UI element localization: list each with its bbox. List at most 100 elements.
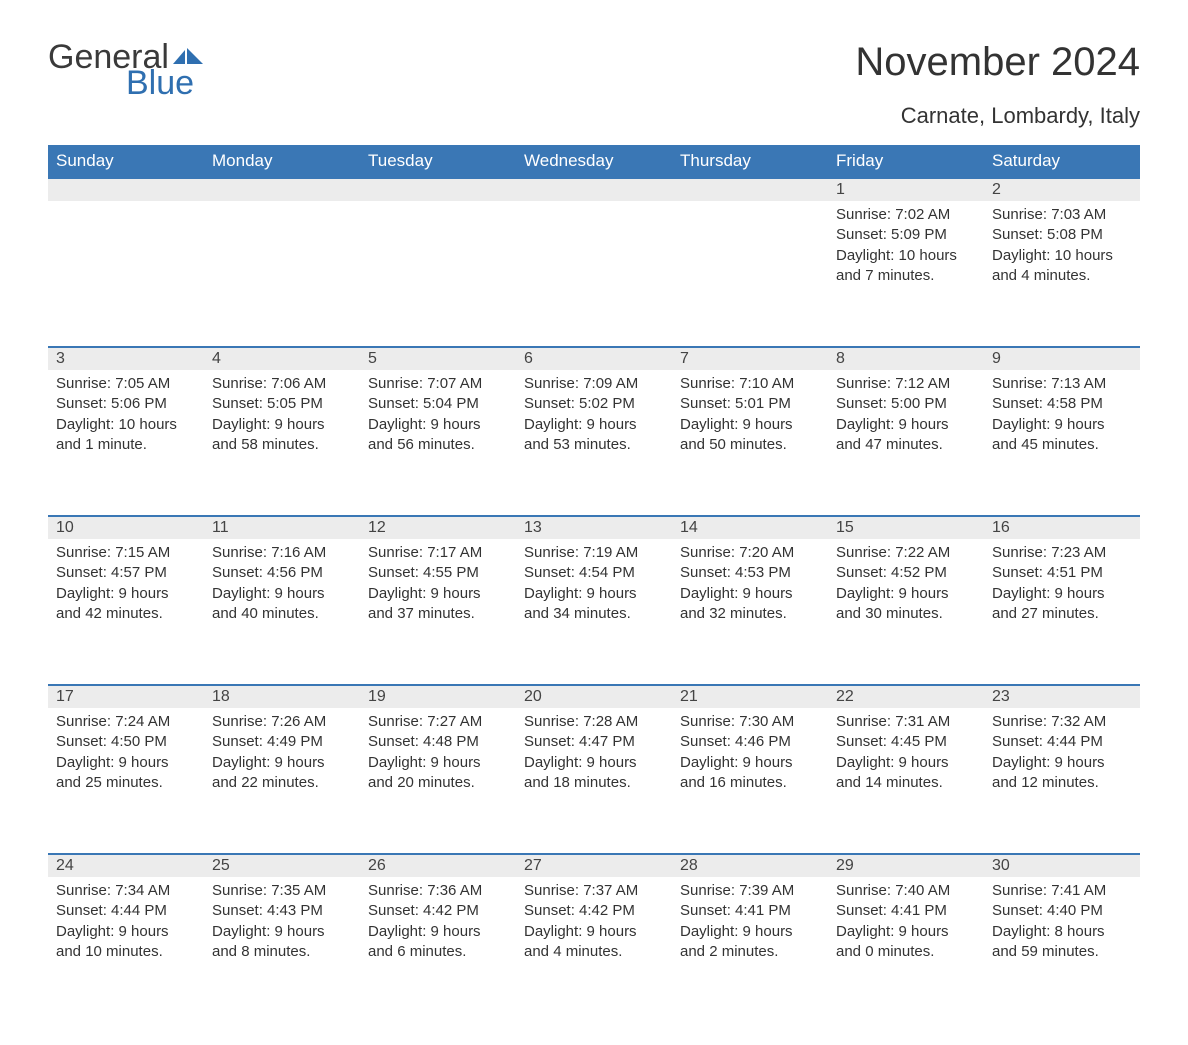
- day-content-row: Sunrise: 7:05 AMSunset: 5:06 PMDaylight:…: [48, 370, 1140, 498]
- day-cell: [672, 201, 828, 329]
- day-cell: Sunrise: 7:15 AMSunset: 4:57 PMDaylight:…: [48, 539, 204, 667]
- day-number-cell: 12: [360, 516, 516, 539]
- day-cell: Sunrise: 7:27 AMSunset: 4:48 PMDaylight:…: [360, 708, 516, 836]
- weekday-header: Tuesday: [360, 145, 516, 178]
- day-number-cell: [672, 178, 828, 201]
- day-number-cell: 18: [204, 685, 360, 708]
- day-number-cell: 11: [204, 516, 360, 539]
- day-number-cell: 24: [48, 854, 204, 877]
- day-cell: Sunrise: 7:13 AMSunset: 4:58 PMDaylight:…: [984, 370, 1140, 498]
- week-spacer: [48, 667, 1140, 685]
- day-number-cell: [516, 178, 672, 201]
- day-number-cell: 21: [672, 685, 828, 708]
- day-content-row: Sunrise: 7:02 AMSunset: 5:09 PMDaylight:…: [48, 201, 1140, 329]
- day-cell: Sunrise: 7:34 AMSunset: 4:44 PMDaylight:…: [48, 877, 204, 1005]
- day-number-cell: 6: [516, 347, 672, 370]
- month-title: November 2024: [855, 40, 1140, 85]
- day-content: Sunrise: 7:22 AMSunset: 4:52 PMDaylight:…: [828, 539, 984, 638]
- day-number-cell: 29: [828, 854, 984, 877]
- day-cell: Sunrise: 7:03 AMSunset: 5:08 PMDaylight:…: [984, 201, 1140, 329]
- logo: General Blue: [48, 40, 203, 100]
- day-content: Sunrise: 7:30 AMSunset: 4:46 PMDaylight:…: [672, 708, 828, 807]
- day-content: Sunrise: 7:28 AMSunset: 4:47 PMDaylight:…: [516, 708, 672, 807]
- day-number-cell: 15: [828, 516, 984, 539]
- day-cell: Sunrise: 7:06 AMSunset: 5:05 PMDaylight:…: [204, 370, 360, 498]
- day-number-cell: 16: [984, 516, 1140, 539]
- day-cell: [516, 201, 672, 329]
- day-number-row: 3456789: [48, 347, 1140, 370]
- weekday-header: Thursday: [672, 145, 828, 178]
- day-content: Sunrise: 7:41 AMSunset: 4:40 PMDaylight:…: [984, 877, 1140, 976]
- weekday-header: Wednesday: [516, 145, 672, 178]
- weekday-header: Friday: [828, 145, 984, 178]
- day-content: Sunrise: 7:35 AMSunset: 4:43 PMDaylight:…: [204, 877, 360, 976]
- day-number-cell: 9: [984, 347, 1140, 370]
- day-content: Sunrise: 7:34 AMSunset: 4:44 PMDaylight:…: [48, 877, 204, 976]
- day-cell: Sunrise: 7:23 AMSunset: 4:51 PMDaylight:…: [984, 539, 1140, 667]
- day-content: Sunrise: 7:23 AMSunset: 4:51 PMDaylight:…: [984, 539, 1140, 638]
- day-cell: Sunrise: 7:37 AMSunset: 4:42 PMDaylight:…: [516, 877, 672, 1005]
- day-content: Sunrise: 7:26 AMSunset: 4:49 PMDaylight:…: [204, 708, 360, 807]
- day-cell: Sunrise: 7:39 AMSunset: 4:41 PMDaylight:…: [672, 877, 828, 1005]
- day-cell: [48, 201, 204, 329]
- day-cell: Sunrise: 7:07 AMSunset: 5:04 PMDaylight:…: [360, 370, 516, 498]
- day-cell: Sunrise: 7:40 AMSunset: 4:41 PMDaylight:…: [828, 877, 984, 1005]
- day-content: Sunrise: 7:15 AMSunset: 4:57 PMDaylight:…: [48, 539, 204, 638]
- day-cell: Sunrise: 7:20 AMSunset: 4:53 PMDaylight:…: [672, 539, 828, 667]
- day-content: Sunrise: 7:31 AMSunset: 4:45 PMDaylight:…: [828, 708, 984, 807]
- day-content: Sunrise: 7:17 AMSunset: 4:55 PMDaylight:…: [360, 539, 516, 638]
- day-cell: Sunrise: 7:31 AMSunset: 4:45 PMDaylight:…: [828, 708, 984, 836]
- day-number-cell: 2: [984, 178, 1140, 201]
- day-content: Sunrise: 7:37 AMSunset: 4:42 PMDaylight:…: [516, 877, 672, 976]
- header: General Blue November 2024 Carnate, Lomb…: [48, 40, 1140, 139]
- day-cell: Sunrise: 7:10 AMSunset: 5:01 PMDaylight:…: [672, 370, 828, 498]
- day-number-cell: 10: [48, 516, 204, 539]
- weekday-header: Sunday: [48, 145, 204, 178]
- day-content: Sunrise: 7:32 AMSunset: 4:44 PMDaylight:…: [984, 708, 1140, 807]
- day-content-row: Sunrise: 7:34 AMSunset: 4:44 PMDaylight:…: [48, 877, 1140, 1005]
- day-number-cell: 27: [516, 854, 672, 877]
- day-content-row: Sunrise: 7:15 AMSunset: 4:57 PMDaylight:…: [48, 539, 1140, 667]
- day-cell: Sunrise: 7:30 AMSunset: 4:46 PMDaylight:…: [672, 708, 828, 836]
- day-cell: Sunrise: 7:12 AMSunset: 5:00 PMDaylight:…: [828, 370, 984, 498]
- day-cell: Sunrise: 7:19 AMSunset: 4:54 PMDaylight:…: [516, 539, 672, 667]
- day-number-cell: 17: [48, 685, 204, 708]
- day-cell: Sunrise: 7:16 AMSunset: 4:56 PMDaylight:…: [204, 539, 360, 667]
- week-spacer: [48, 498, 1140, 516]
- day-number-cell: 7: [672, 347, 828, 370]
- day-number-row: 17181920212223: [48, 685, 1140, 708]
- day-content: Sunrise: 7:40 AMSunset: 4:41 PMDaylight:…: [828, 877, 984, 976]
- day-content: Sunrise: 7:03 AMSunset: 5:08 PMDaylight:…: [984, 201, 1140, 300]
- day-number-cell: 28: [672, 854, 828, 877]
- day-cell: Sunrise: 7:36 AMSunset: 4:42 PMDaylight:…: [360, 877, 516, 1005]
- day-cell: Sunrise: 7:22 AMSunset: 4:52 PMDaylight:…: [828, 539, 984, 667]
- day-number-cell: 19: [360, 685, 516, 708]
- day-number-row: 10111213141516: [48, 516, 1140, 539]
- day-content: Sunrise: 7:05 AMSunset: 5:06 PMDaylight:…: [48, 370, 204, 469]
- day-cell: Sunrise: 7:28 AMSunset: 4:47 PMDaylight:…: [516, 708, 672, 836]
- day-cell: Sunrise: 7:24 AMSunset: 4:50 PMDaylight:…: [48, 708, 204, 836]
- day-number-cell: 3: [48, 347, 204, 370]
- weekday-header: Saturday: [984, 145, 1140, 178]
- calendar-table: Sunday Monday Tuesday Wednesday Thursday…: [48, 145, 1140, 1005]
- day-cell: Sunrise: 7:32 AMSunset: 4:44 PMDaylight:…: [984, 708, 1140, 836]
- day-cell: Sunrise: 7:02 AMSunset: 5:09 PMDaylight:…: [828, 201, 984, 329]
- day-number-row: 12: [48, 178, 1140, 201]
- day-number-cell: [204, 178, 360, 201]
- day-content: Sunrise: 7:39 AMSunset: 4:41 PMDaylight:…: [672, 877, 828, 976]
- day-cell: [204, 201, 360, 329]
- day-content: Sunrise: 7:13 AMSunset: 4:58 PMDaylight:…: [984, 370, 1140, 469]
- day-content: Sunrise: 7:07 AMSunset: 5:04 PMDaylight:…: [360, 370, 516, 469]
- title-block: November 2024 Carnate, Lombardy, Italy: [855, 40, 1140, 139]
- weekday-header: Monday: [204, 145, 360, 178]
- day-number-cell: 22: [828, 685, 984, 708]
- day-number-cell: 25: [204, 854, 360, 877]
- day-cell: Sunrise: 7:05 AMSunset: 5:06 PMDaylight:…: [48, 370, 204, 498]
- day-content-row: Sunrise: 7:24 AMSunset: 4:50 PMDaylight:…: [48, 708, 1140, 836]
- day-cell: [360, 201, 516, 329]
- day-number-cell: 23: [984, 685, 1140, 708]
- day-content: Sunrise: 7:20 AMSunset: 4:53 PMDaylight:…: [672, 539, 828, 638]
- day-number-cell: [360, 178, 516, 201]
- day-content: Sunrise: 7:36 AMSunset: 4:42 PMDaylight:…: [360, 877, 516, 976]
- day-content: Sunrise: 7:02 AMSunset: 5:09 PMDaylight:…: [828, 201, 984, 300]
